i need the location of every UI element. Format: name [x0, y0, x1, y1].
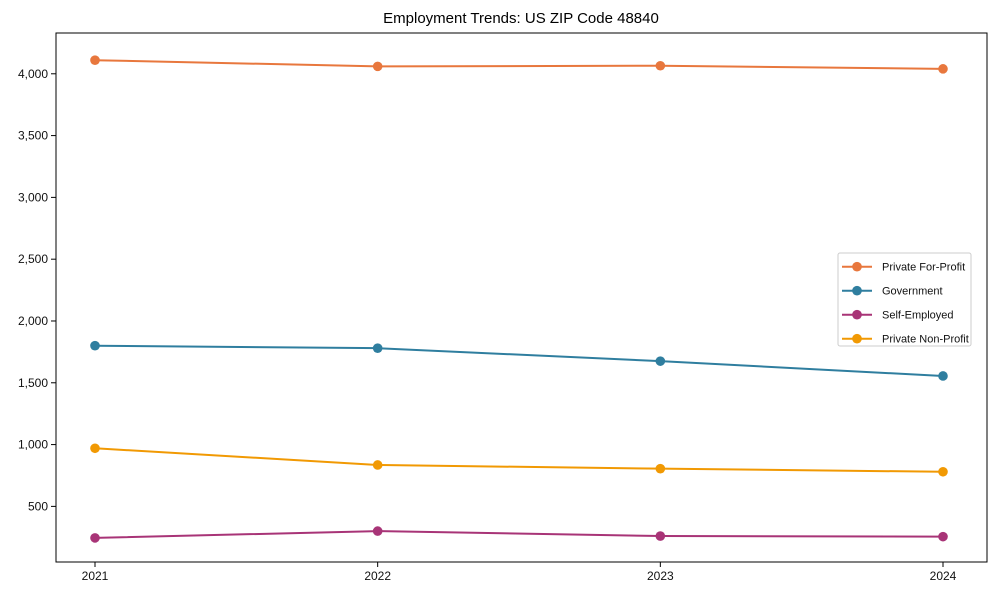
data-point-private-for-profit-2023 [655, 60, 666, 71]
legend-entry-private-for-profit: Private For-Profit [842, 262, 965, 274]
legend: Private For-Profit Government Self-Employe… [837, 252, 972, 347]
data-point-private-non-profit-2024 [938, 466, 948, 477]
series-line-self-employed [94, 530, 944, 539]
series-line-government [94, 344, 944, 377]
chart-title: Employment Trends: US ZIP Code 48840 [383, 10, 659, 27]
y-tick-label: 4,000 [18, 67, 48, 81]
legend-box [837, 252, 972, 347]
data-point-private-non-profit-2022 [372, 460, 383, 470]
series-line-private-non-profit [94, 447, 944, 473]
data-point-private-for-profit-2021 [90, 55, 100, 65]
legend-entry-self-employed: Self-Employed [842, 310, 954, 322]
series-line-private-for-profit [94, 59, 944, 70]
x-tick-label: 2023 [647, 569, 674, 583]
data-point-private-non-profit-2023 [655, 463, 666, 474]
legend-marker-icon [852, 333, 862, 344]
y-tick-label: 2,000 [18, 314, 48, 328]
x-tick-label: 2024 [930, 569, 957, 583]
y-tick-label: 1,500 [18, 376, 48, 390]
y-tick-label: 3,000 [18, 190, 48, 204]
legend-marker-icon [852, 285, 862, 296]
plot-area: 500 1,000 1,500 2,000 2,500 3,000 3,500 4,000 20… [18, 32, 988, 583]
x-tick-label: 2022 [364, 569, 391, 583]
legend-label: Private For-Profit [882, 262, 965, 274]
data-point-government-2024 [938, 371, 948, 381]
y-tick-label: 3,500 [18, 129, 48, 143]
y-tick-label: 2,500 [18, 252, 48, 266]
data-point-government-2021 [90, 340, 100, 351]
data-point-private-non-profit-2021 [90, 443, 100, 454]
legend-label: Self-Employed [882, 310, 954, 322]
legend-entry-private-non-profit: Private Non-Profit [842, 334, 969, 346]
data-point-self-employed-2024 [938, 531, 948, 542]
legend-label: Private Non-Profit [882, 334, 969, 346]
data-point-self-employed-2021 [90, 533, 100, 543]
data-point-private-for-profit-2024 [938, 64, 948, 74]
data-point-private-for-profit-2022 [372, 61, 383, 72]
y-tick-label: 500 [28, 499, 48, 513]
data-point-self-employed-2022 [372, 526, 383, 536]
data-point-government-2022 [372, 343, 383, 353]
x-tick-label: 2021 [82, 569, 109, 583]
legend-marker-icon [852, 309, 862, 320]
legend-label: Government [882, 286, 943, 298]
plot-border [55, 32, 988, 563]
y-tick-label: 1,000 [18, 438, 48, 452]
legend-entry-government: Government [842, 286, 943, 298]
data-point-self-employed-2023 [655, 531, 666, 541]
legend-marker-icon [852, 261, 862, 272]
data-point-government-2023 [655, 356, 666, 366]
